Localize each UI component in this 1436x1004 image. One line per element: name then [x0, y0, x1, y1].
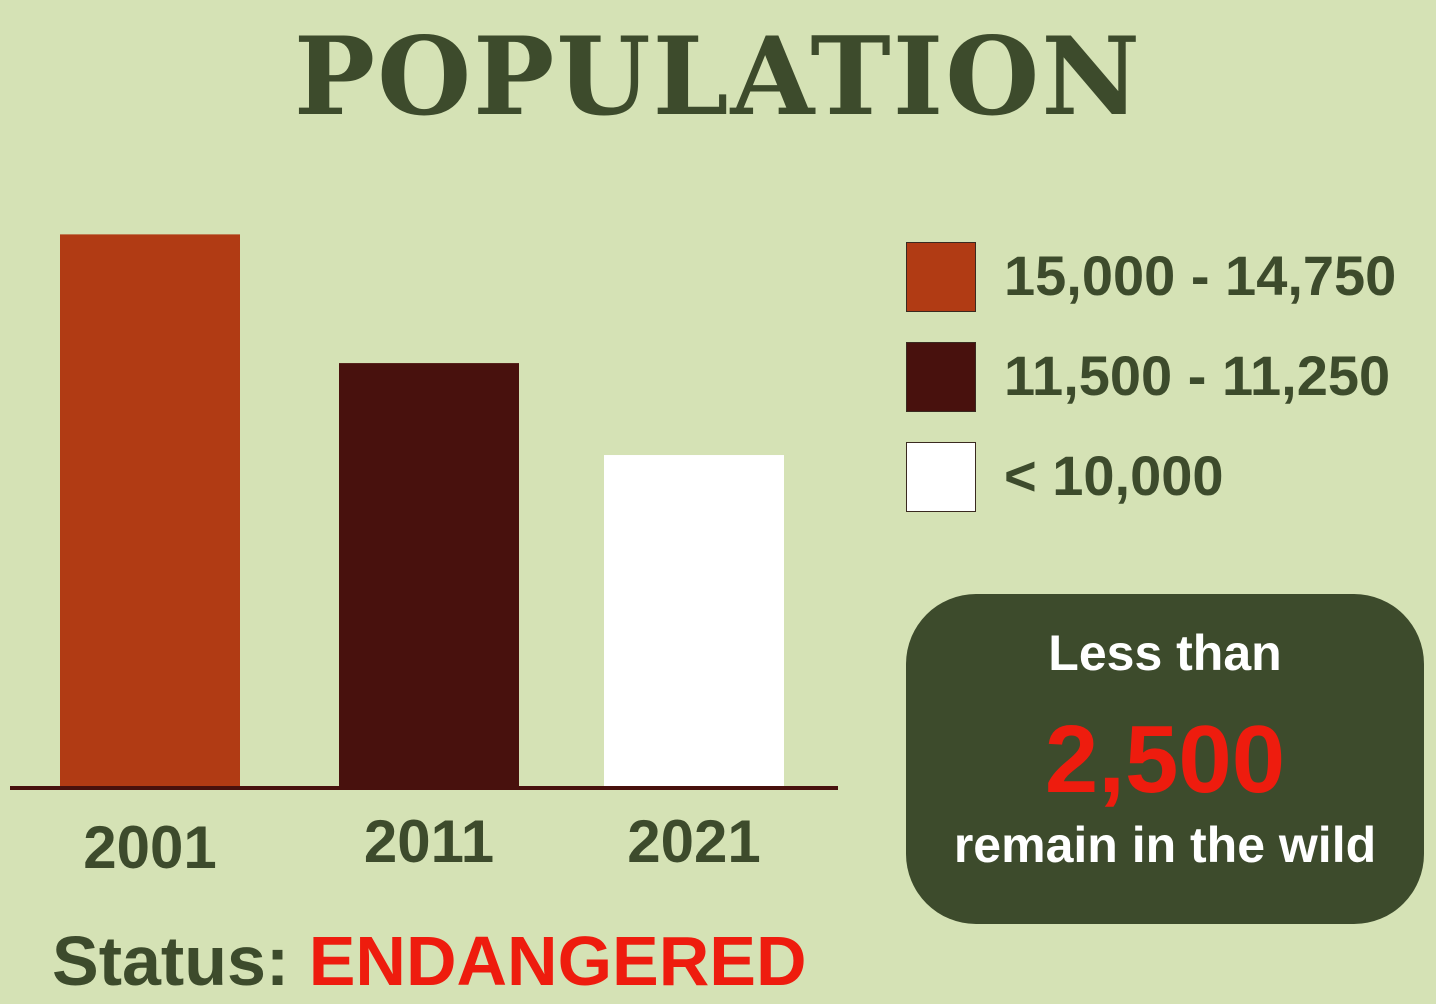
x-tick-label-2021: 2021 [627, 808, 760, 875]
legend-label-2: 11,500 - 11,250 [1004, 344, 1391, 407]
bar-2001 [60, 234, 240, 787]
status-label: Status: [52, 922, 290, 1000]
callout-post-text: remain in the wild [953, 817, 1377, 873]
legend-swatch-3 [906, 442, 976, 512]
legend-item-2: 11,500 - 11,250 [906, 342, 1436, 442]
legend-swatch-1 [906, 242, 976, 312]
x-tick-label-2001: 2001 [83, 814, 216, 881]
legend-label-3: < 10,000 [1004, 444, 1224, 507]
bar-2021 [604, 455, 784, 786]
bar-chart: 2001 2011 2021 [10, 234, 838, 881]
population-callout: Less than 2,500 remain in the wild [906, 594, 1424, 924]
bar-2011 [339, 363, 519, 786]
legend-label-1: 15,000 - 14,750 [1004, 244, 1397, 307]
legend-item-3: < 10,000 [906, 442, 1436, 542]
chart-title: POPULATION [293, 14, 1143, 140]
status-value: ENDANGERED [308, 922, 807, 1000]
legend-swatch-2 [906, 342, 976, 412]
legend-item-1: 15,000 - 14,750 [906, 242, 1436, 342]
legend: 15,000 - 14,750 11,500 - 11,250 < 10,000 [906, 242, 1436, 542]
callout-number: 2,500 [1044, 706, 1286, 813]
callout-pre-text: Less than [1048, 625, 1282, 681]
x-tick-label-2011: 2011 [364, 808, 494, 875]
status-line: Status: ENDANGERED [52, 920, 807, 1002]
